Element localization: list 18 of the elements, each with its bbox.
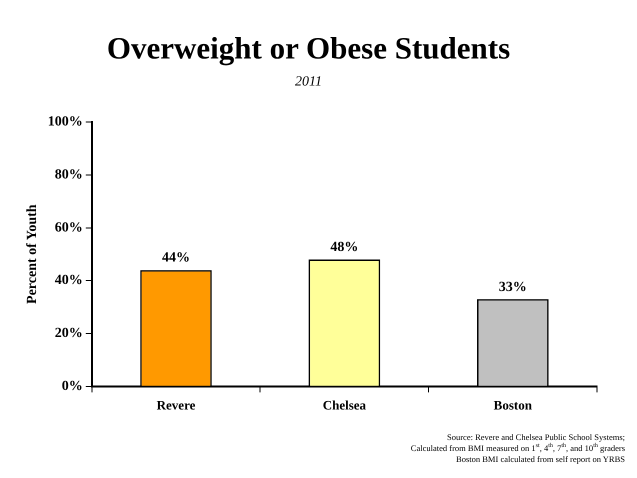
text: Calculated from BMI measured on 1$^{st}$, 4$^{th}$, 7$^{th}$, and 10$^{th}$ graders	[410, 443, 625, 453]
x-tick-label: Chelsea	[322, 398, 367, 413]
y-tick-label: 0%	[62, 379, 83, 394]
y-tick-label: 80%	[54, 167, 83, 182]
y-tick-label: 100%	[48, 114, 83, 130]
data-label: 44%	[162, 250, 190, 266]
x-tick-label: Boston	[494, 398, 533, 413]
source-note: Source: Revere and Chelsea Public School Systems;	[446, 432, 625, 442]
data-label: 48%	[330, 240, 358, 256]
text: Boston BMI calculated from self report on YRBS	[455, 454, 625, 465]
chart-subtitle: 2011	[295, 74, 322, 90]
y-axis-title: Percent of Youth	[25, 204, 40, 304]
y-tick-label: 20%	[54, 326, 83, 342]
y-tick-label: 60%	[54, 220, 83, 236]
y-tick-label: 40%	[54, 273, 83, 288]
x-tick-label: Revere	[156, 398, 196, 413]
data-label: 33%	[498, 280, 527, 295]
chart-title: Overweight or Obese Students	[106, 30, 510, 66]
